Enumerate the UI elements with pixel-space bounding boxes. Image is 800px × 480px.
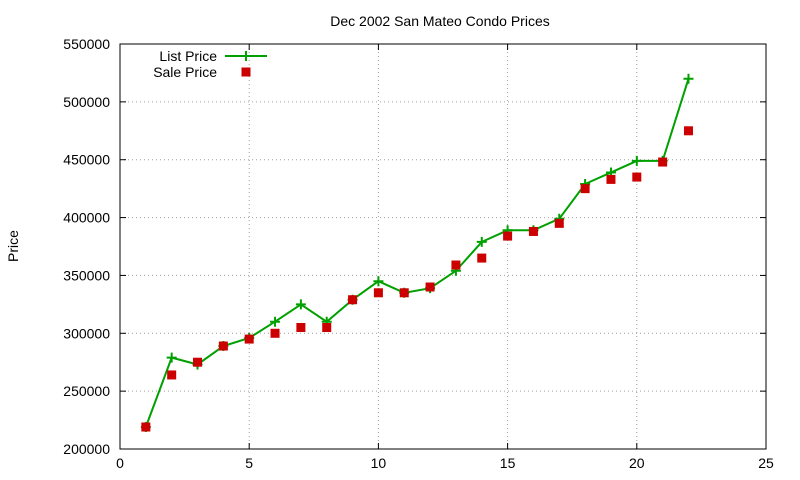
sale-price-point xyxy=(503,231,513,241)
legend: List Price Sale Price xyxy=(153,48,267,80)
ticks: 0 5 10 15 20 25 200000 250000 300000 350000 400000… xyxy=(63,36,774,471)
sale-price-point xyxy=(632,172,642,182)
sale-price-point xyxy=(141,422,151,432)
list-price-point xyxy=(166,352,177,363)
x-tick-label: 5 xyxy=(245,455,253,471)
plot-border xyxy=(119,43,767,450)
sale-price-point xyxy=(167,370,177,380)
sale-price-point xyxy=(322,323,332,332)
sale-price-point xyxy=(425,282,435,292)
chart-title: Dec 2002 San Mateo Condo Prices xyxy=(330,13,549,29)
series xyxy=(140,73,694,433)
list-price-point xyxy=(295,299,306,310)
x-tick-label: 20 xyxy=(629,455,645,471)
sale-price-point xyxy=(373,288,383,298)
y-tick-label: 550000 xyxy=(63,36,110,52)
sale-price-point xyxy=(193,357,203,367)
grid xyxy=(120,44,766,449)
sale-price-point xyxy=(451,260,461,270)
legend-marks xyxy=(225,51,267,77)
sale-price-point xyxy=(658,157,668,167)
list-price-point xyxy=(373,276,384,287)
legend-label-list-price: List Price xyxy=(159,48,217,64)
legend-label-sale-price: Sale Price xyxy=(153,64,217,80)
sale-price-point xyxy=(554,218,564,228)
legend-marker-list-price xyxy=(241,51,251,61)
sale-price-point xyxy=(244,334,254,344)
y-tick-label: 500000 xyxy=(63,94,110,110)
legend-swatch-sale-price xyxy=(241,67,251,77)
y-tick-label: 400000 xyxy=(63,210,110,226)
y-tick-label: 450000 xyxy=(63,152,110,168)
x-tick-label: 10 xyxy=(371,455,387,471)
sale-price-point xyxy=(528,226,538,236)
list-price-point xyxy=(631,155,642,166)
list-price-point xyxy=(270,316,281,327)
y-tick-label: 200000 xyxy=(63,441,110,457)
x-tick-label: 15 xyxy=(500,455,516,471)
list-price-line xyxy=(144,78,690,428)
y-tick-label: 300000 xyxy=(63,325,110,341)
sale-price-point xyxy=(218,341,228,351)
y-axis-label: Price xyxy=(5,230,21,262)
sale-price-point xyxy=(296,323,306,332)
list-price-point xyxy=(683,73,694,84)
sale-price-point xyxy=(348,295,358,305)
sale-price-point xyxy=(270,328,280,338)
x-tick-label: 0 xyxy=(116,455,124,471)
x-tick-label: 25 xyxy=(758,455,774,471)
list-price-point xyxy=(476,236,487,247)
y-tick-label: 250000 xyxy=(63,383,110,399)
sale-price-point xyxy=(683,126,693,136)
sale-price-point xyxy=(399,288,409,298)
y-tick-label: 350000 xyxy=(63,267,110,283)
sale-price-point xyxy=(606,174,616,184)
sale-price-point xyxy=(580,184,590,194)
sale-price-point xyxy=(477,253,487,263)
